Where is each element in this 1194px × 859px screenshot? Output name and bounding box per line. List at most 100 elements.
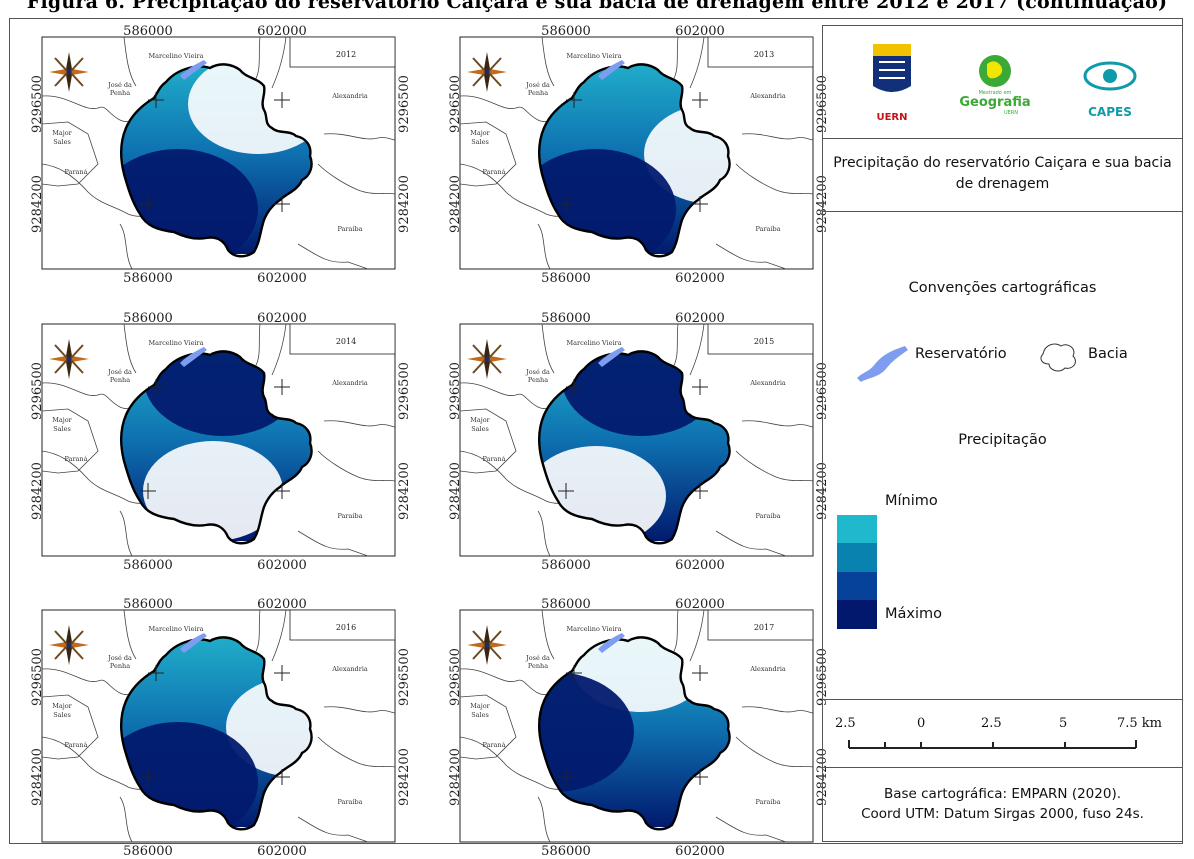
scale-label-2: 2.5 (981, 716, 1002, 731)
town-marcelino: Marcelino Vieira (148, 52, 203, 60)
coord-right-y1: 9296500 (397, 75, 412, 133)
compass-rose-icon (467, 625, 507, 665)
town-marcelino: Marcelino Vieira (566, 625, 621, 633)
coord-top-x2: 602000 (675, 311, 725, 326)
map-svg: 586000 602000 586000 602000 9296500 9284… (30, 597, 412, 859)
town-jose-2: Penha (528, 662, 548, 670)
town-parana: Paraná (482, 741, 505, 749)
coord-right-y1: 9296500 (397, 648, 412, 706)
town-major-1: Major (470, 702, 490, 710)
coord-left-y1: 9296500 (448, 648, 463, 706)
source-section: Base cartográfica: EMPARN (2020). Coord … (823, 768, 1182, 843)
compass-rose-icon (467, 339, 507, 379)
year-label: 2016 (336, 623, 356, 632)
town-paraiba: Paraíba (755, 512, 780, 520)
town-jose-1: José da (107, 654, 132, 662)
coord-top-x1: 586000 (541, 24, 591, 39)
ramp-swatch (837, 514, 877, 544)
uern-logo-text: UERN (876, 112, 907, 123)
reservoir-label: Reservatório (915, 346, 1007, 362)
coord-left-y2: 9284200 (448, 748, 463, 806)
ramp-swatch (837, 486, 877, 515)
map-panel-2013: 586000 602000 586000 602000 9296500 9284… (446, 24, 846, 286)
legend-title-section: Precipitação do reservatório Caiçara e s… (823, 139, 1182, 212)
coord-bottom-x1: 586000 (123, 844, 173, 859)
coord-top-x1: 586000 (123, 311, 173, 326)
town-alexandria: Alexandria (749, 379, 786, 387)
source-line-1: Base cartográfica: EMPARN (2020). (883, 786, 1122, 802)
scale-bar-section: 2.5 0 2.5 5 7.5 km (823, 699, 1182, 768)
map-svg: 586000 602000 586000 602000 9296500 9284… (448, 24, 830, 286)
basin-outline (538, 350, 731, 545)
town-jose-2: Penha (110, 662, 130, 670)
year-label: 2012 (336, 50, 356, 59)
coord-left-y1: 9296500 (448, 362, 463, 420)
coord-bottom-x2: 602000 (675, 558, 725, 573)
reservoir-shape (598, 633, 625, 653)
town-jose-2: Penha (110, 89, 130, 97)
capes-logo-text: CAPES (1088, 105, 1132, 119)
town-alexandria: Alexandria (331, 92, 368, 100)
basin-outline (120, 63, 313, 258)
grid-crosses (558, 92, 708, 212)
map-panel-2016: 586000 602000 586000 602000 9296500 9284… (28, 597, 428, 859)
town-major-2: Sales (53, 425, 71, 433)
coord-top-x2: 602000 (257, 311, 307, 326)
grid-crosses (558, 379, 708, 499)
town-jose-1: José da (525, 81, 550, 89)
grid-crosses (140, 379, 290, 499)
scale-label-4: 7.5 km (1117, 716, 1163, 731)
reservoir-shape (598, 60, 625, 80)
town-paraiba: Paraíba (337, 512, 362, 520)
coord-left-y1: 9296500 (448, 75, 463, 133)
year-box (707, 36, 814, 68)
town-jose-1: José da (107, 368, 132, 376)
town-jose-2: Penha (528, 376, 548, 384)
map-panel-2017: 586000 602000 586000 602000 9296500 9284… (446, 597, 846, 859)
year-box (707, 323, 814, 355)
grid-crosses (140, 665, 290, 785)
town-paraiba: Paraíba (755, 225, 780, 233)
coord-left-y1: 9296500 (30, 362, 45, 420)
coord-bottom-x1: 586000 (123, 558, 173, 573)
year-box (289, 609, 396, 641)
town-major-2: Sales (53, 138, 71, 146)
logos-section: UERN Mestrado em Geografia UERN CAPES (823, 26, 1182, 139)
scale-label-0: 2.5 (835, 716, 856, 731)
coord-top-x1: 586000 (123, 24, 173, 39)
scale-label-3: 5 (1059, 716, 1068, 731)
coord-left-y2: 9284200 (448, 175, 463, 233)
coord-right-y2: 9284200 (397, 748, 412, 806)
geo-logo-sub: UERN (1004, 110, 1018, 116)
town-alexandria: Alexandria (331, 665, 368, 673)
basin-outline (538, 63, 731, 258)
basin-outline (120, 636, 313, 831)
coord-left-y2: 9284200 (30, 748, 45, 806)
coord-bottom-x1: 586000 (541, 844, 591, 859)
reservoir-shape (180, 60, 207, 80)
town-parana: Paraná (482, 455, 505, 463)
coord-bottom-x1: 586000 (541, 558, 591, 573)
town-paraiba: Paraíba (755, 798, 780, 806)
coord-bottom-x2: 602000 (257, 271, 307, 286)
compass-rose-icon (49, 339, 89, 379)
coord-left-y2: 9284200 (30, 175, 45, 233)
coord-top-x1: 586000 (541, 311, 591, 326)
town-major-1: Major (52, 702, 72, 710)
coord-bottom-x2: 602000 (675, 271, 725, 286)
ramp-swatch (837, 543, 877, 572)
year-label: 2013 (754, 50, 774, 59)
map-svg: 586000 602000 586000 602000 9296500 9284… (448, 311, 830, 573)
coord-left-y1: 9296500 (30, 648, 45, 706)
basin-label: Bacia (1088, 346, 1128, 362)
compass-rose-icon (467, 52, 507, 92)
town-jose-1: José da (525, 654, 550, 662)
geo-logo-text: Geografia (959, 95, 1030, 110)
town-marcelino: Marcelino Vieira (148, 625, 203, 633)
compass-rose-icon (49, 625, 89, 665)
town-alexandria: Alexandria (331, 379, 368, 387)
map-panel-2014: 586000 602000 586000 602000 9296500 9284… (28, 311, 428, 573)
town-jose-1: José da (525, 368, 550, 376)
coord-top-x1: 586000 (541, 597, 591, 612)
town-marcelino: Marcelino Vieira (148, 339, 203, 347)
